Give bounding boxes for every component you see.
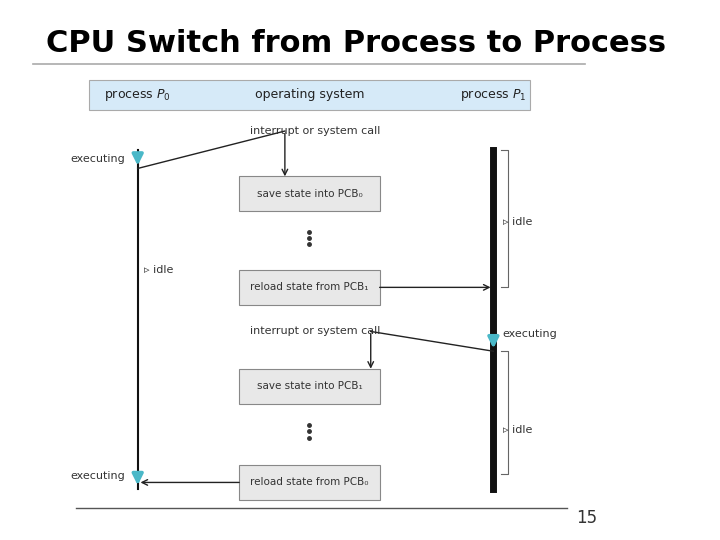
- Text: CPU Switch from Process to Process: CPU Switch from Process to Process: [45, 30, 666, 58]
- Text: ▹ idle: ▹ idle: [503, 426, 532, 435]
- Text: save state into PCB₀: save state into PCB₀: [256, 189, 362, 199]
- FancyBboxPatch shape: [239, 369, 380, 403]
- FancyBboxPatch shape: [239, 270, 380, 305]
- Text: executing: executing: [71, 471, 125, 481]
- Text: 15: 15: [577, 509, 598, 526]
- Text: ▹ idle: ▹ idle: [503, 217, 532, 227]
- Text: executing: executing: [71, 154, 125, 164]
- Text: ▹ idle: ▹ idle: [144, 265, 174, 275]
- Text: process $P_1$: process $P_1$: [460, 87, 526, 103]
- FancyBboxPatch shape: [239, 177, 380, 211]
- FancyBboxPatch shape: [89, 80, 530, 110]
- Text: executing: executing: [503, 329, 557, 339]
- FancyBboxPatch shape: [239, 465, 380, 500]
- Text: interrupt or system call: interrupt or system call: [251, 327, 381, 336]
- Text: save state into PCB₁: save state into PCB₁: [256, 381, 362, 391]
- Text: reload state from PCB₁: reload state from PCB₁: [250, 282, 369, 292]
- Text: operating system: operating system: [255, 89, 364, 102]
- Text: process $P_0$: process $P_0$: [104, 87, 171, 103]
- Text: interrupt or system call: interrupt or system call: [251, 126, 381, 136]
- Text: reload state from PCB₀: reload state from PCB₀: [250, 477, 369, 488]
